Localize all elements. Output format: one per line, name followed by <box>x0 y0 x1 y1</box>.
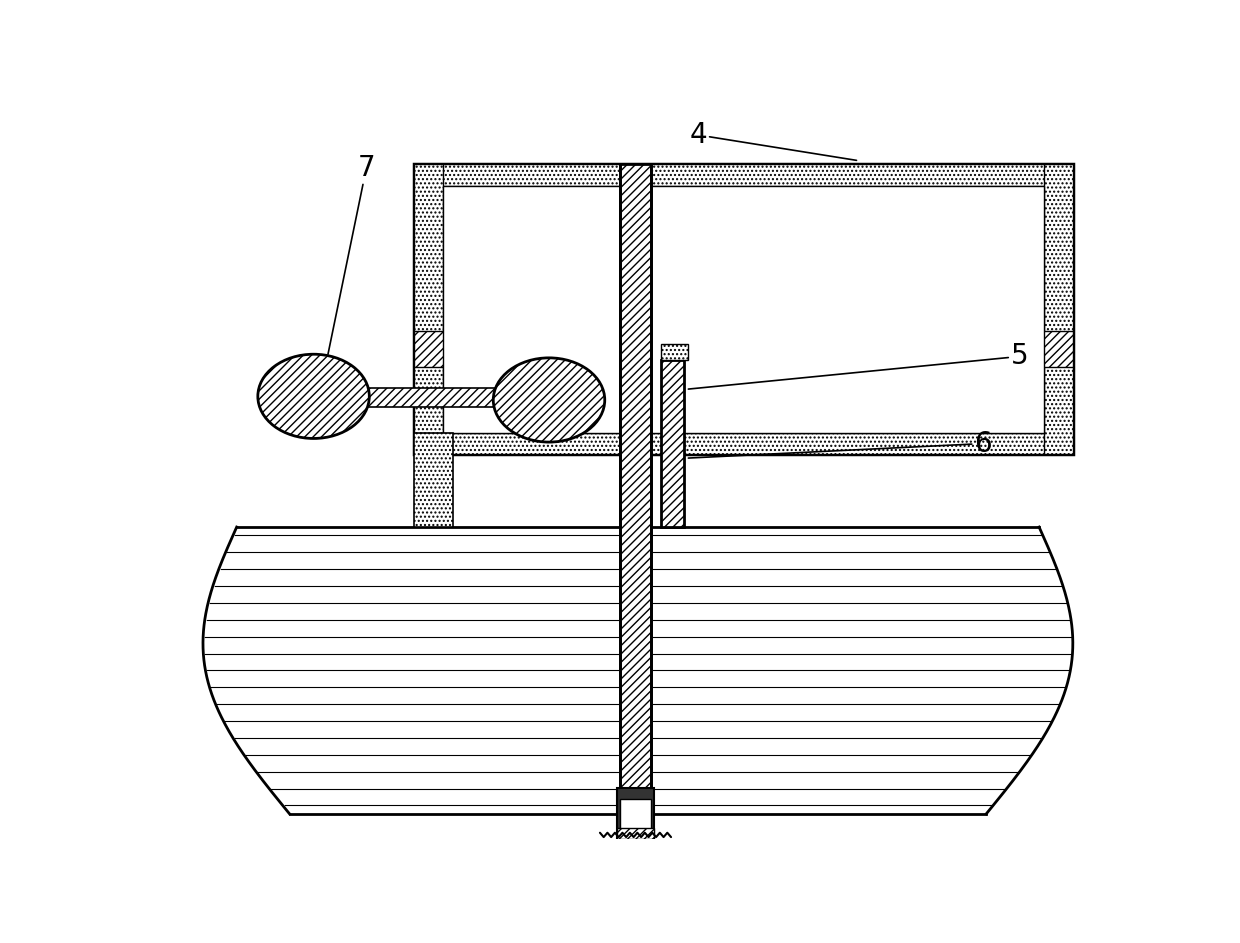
Bar <box>1044 164 1073 455</box>
Bar <box>620 164 651 796</box>
Bar <box>661 360 683 527</box>
Text: 6: 6 <box>688 430 992 458</box>
Bar <box>414 164 1073 186</box>
Circle shape <box>494 357 605 442</box>
Bar <box>444 186 1044 433</box>
Bar <box>414 331 1073 367</box>
Bar <box>639 164 651 796</box>
Bar <box>414 164 444 455</box>
Bar <box>661 344 688 360</box>
Bar <box>367 388 589 407</box>
Bar <box>620 800 651 832</box>
Bar <box>414 433 1073 455</box>
Bar <box>620 164 632 796</box>
Bar <box>414 164 1073 455</box>
Text: 7: 7 <box>327 154 376 355</box>
Bar <box>414 433 453 527</box>
Circle shape <box>258 355 370 438</box>
Text: 4: 4 <box>689 121 857 160</box>
Bar <box>618 828 653 839</box>
Text: 5: 5 <box>688 342 1029 389</box>
Bar <box>618 788 653 839</box>
